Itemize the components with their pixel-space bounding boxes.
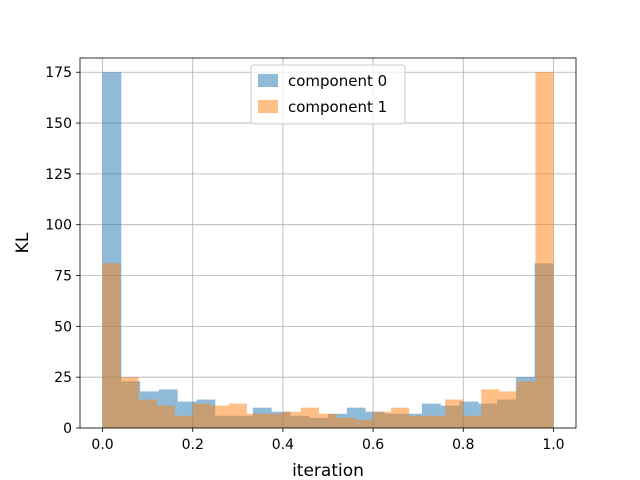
bar-component-1-bin-4 <box>174 415 193 428</box>
bar-component-1-bin-1 <box>120 377 139 428</box>
x-axis-ticks: 0.0 0.2 0.4 0.6 0.8 1.0 <box>91 428 565 453</box>
y-tick-label: 50 <box>54 319 72 335</box>
x-tick-label: 1.0 <box>542 437 564 453</box>
y-tick-label: 125 <box>45 167 72 183</box>
bar-component-1-bin-20 <box>463 415 482 428</box>
bar-component-1-bin-19 <box>445 399 464 428</box>
y-tick-label: 150 <box>45 116 72 132</box>
plot-frame <box>79 57 577 429</box>
y-tick-label: 175 <box>45 65 72 81</box>
bar-component-1-bin-21 <box>481 389 500 428</box>
y-axis-ticks: 0 25 50 75 100 125 150 175 <box>45 65 80 437</box>
legend-swatch-component-0 <box>258 74 278 87</box>
bar-component-1-bin-8 <box>246 413 265 428</box>
x-tick-label: 0.8 <box>452 437 474 453</box>
x-tick-label: 0.2 <box>182 437 204 453</box>
bar-component-1-bin-23 <box>517 381 536 428</box>
y-axis-label: KL <box>13 232 33 253</box>
y-tick-label: 0 <box>63 421 72 437</box>
legend-label-component-1: component 1 <box>288 98 387 116</box>
bar-component-1-bin-11 <box>300 407 319 428</box>
bar-component-1-bin-7 <box>228 403 247 428</box>
bar-component-1-bin-12 <box>318 413 338 428</box>
y-tick-label: 25 <box>54 370 72 386</box>
x-tick-label: 0.0 <box>91 437 113 453</box>
bar-component-1-bin-6 <box>210 405 229 428</box>
bar-component-1-bin-18 <box>427 415 446 428</box>
bar-component-1-bin-5 <box>192 403 211 428</box>
x-axis-label: iteration <box>292 461 364 480</box>
bar-component-1-bin-0 <box>102 263 121 428</box>
legend-box <box>250 64 406 125</box>
bar-component-1-bin-10 <box>282 411 301 428</box>
histogram-bars <box>102 72 554 428</box>
legend: component 0 component 1 <box>250 64 406 125</box>
bar-component-1-bin-13 <box>337 417 356 428</box>
bar-component-1-bin-24 <box>535 72 554 428</box>
y-tick-label: 75 <box>54 269 72 285</box>
bar-component-1-bin-22 <box>499 391 518 428</box>
x-tick-label: 0.6 <box>362 437 384 453</box>
bar-component-1-bin-17 <box>409 415 428 428</box>
y-tick-label: 100 <box>45 218 72 234</box>
bar-component-1-bin-9 <box>264 413 283 428</box>
x-tick-label: 0.4 <box>272 437 294 453</box>
bar-component-1-bin-16 <box>391 407 410 428</box>
bar-component-1-bin-15 <box>373 411 392 428</box>
bar-component-1-bin-2 <box>138 399 157 428</box>
bar-component-1-bin-3 <box>156 405 175 428</box>
legend-swatch-component-1 <box>258 100 278 113</box>
bar-component-1-bin-14 <box>355 419 374 428</box>
legend-label-component-0: component 0 <box>288 72 387 90</box>
